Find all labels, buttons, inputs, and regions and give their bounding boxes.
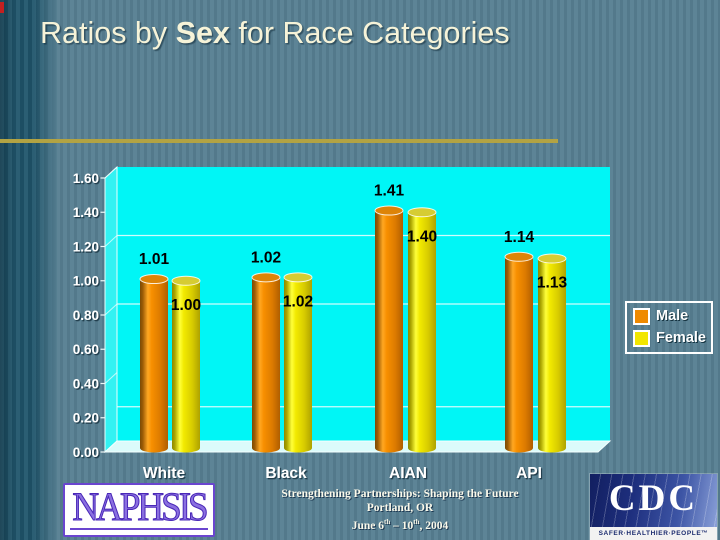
corner-red-mark [0, 2, 4, 13]
legend-item-male: Male [633, 308, 705, 325]
title-bold-word: Sex [175, 16, 230, 50]
cylinder-bar [251, 272, 281, 453]
footer-line-date: June 6th – 10th, 2004 [351, 518, 449, 532]
naphsis-logo: NAPHSIS [63, 483, 215, 537]
cdc-logo-emblem: CDC [590, 474, 717, 527]
y-axis-label: 0.20 [73, 411, 99, 426]
y-axis-label: 1.60 [73, 171, 99, 186]
data-label: 1.01 [139, 251, 170, 268]
cylinder-bar [374, 205, 404, 453]
legend-item-female: Female [633, 330, 706, 347]
male-color-swatch [633, 308, 650, 325]
side-wall-tick [104, 372, 118, 384]
chart-plot-area: 0.00 0.20 0.40 0.60 0.80 1.00 1.20 1.40 1.60 Whit… [73, 165, 612, 482]
naphsis-logo-text: NAPHSIS [72, 484, 209, 530]
cdc-logo: CDC SAFER·HEALTHIER·PEOPLE™ [590, 474, 717, 540]
y-axis-label: 0.40 [73, 376, 99, 391]
data-label: 1.14 [504, 229, 535, 246]
cylinder-bar [283, 272, 313, 453]
y-axis-label: 1.20 [73, 239, 99, 254]
data-label: 1.00 [171, 297, 201, 314]
cylinder-bar [537, 253, 567, 453]
sex-ratio-cylinder-chart: 0.00 0.20 0.40 0.60 0.80 1.00 1.20 1.40 1.60 Whit… [73, 165, 612, 482]
footer-line-conference: Strengthening Partnerships: Shaping the … [281, 488, 519, 500]
legend-label-male: Male [656, 308, 689, 324]
category-label: Black [265, 465, 307, 482]
category-label: API [516, 465, 542, 482]
conference-footer: Strengthening Partnerships: Shaping the … [230, 487, 570, 533]
cdc-logo-tagline: SAFER·HEALTHIER·PEOPLE™ [590, 527, 717, 540]
legend-label-female: Female [656, 330, 706, 346]
cdc-logo-text: CDC [608, 478, 699, 519]
y-axis-label: 0.00 [73, 445, 99, 460]
side-wall-tick [104, 303, 118, 316]
footer-line-location: Portland, OR [366, 502, 434, 514]
category-label: White [143, 465, 186, 482]
data-label: 1.41 [374, 183, 405, 200]
data-label: 1.40 [407, 228, 437, 245]
title-suffix: for Race Categories [229, 16, 510, 50]
side-wall-tick [104, 166, 118, 179]
naphsis-logo-underline [70, 528, 208, 530]
y-axis-label: 0.60 [73, 342, 99, 357]
category-label: AIAN [389, 465, 427, 482]
y-axis-label: 1.40 [73, 205, 99, 220]
y-axis-label: 1.00 [73, 274, 99, 289]
left-accent-band [0, 0, 57, 540]
data-label: 1.02 [251, 249, 281, 266]
plot-floor [103, 440, 612, 453]
cylinder-bar [504, 251, 534, 453]
title-underline-rule [0, 139, 558, 143]
side-wall-tick [104, 235, 118, 247]
chart-legend: Male Female [625, 301, 713, 354]
slide-title: Ratios by Sex for Race Categories [40, 14, 570, 52]
title-prefix: Ratios by [40, 16, 176, 50]
data-label: 1.02 [283, 293, 313, 310]
female-color-swatch [633, 330, 650, 347]
cylinder-bar [139, 274, 169, 453]
y-axis-label: 0.80 [73, 308, 99, 323]
cylinder-bar [171, 275, 201, 453]
cylinder-bar [407, 207, 437, 453]
data-label: 1.13 [537, 274, 568, 291]
